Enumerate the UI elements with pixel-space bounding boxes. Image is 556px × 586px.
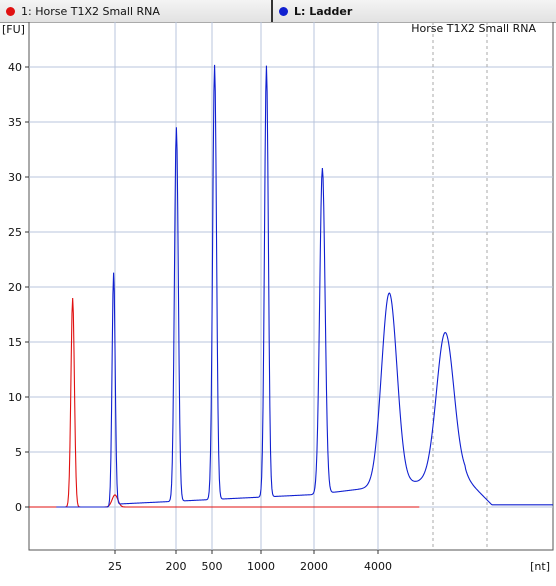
tab-sample[interactable]: 1: Horse T1X2 Small RNA xyxy=(0,0,270,22)
y-ticks: 0 5 10 15 20 25 30 35 40 xyxy=(8,61,29,514)
y-tick-label: 35 xyxy=(8,116,22,129)
y-tick-label: 25 xyxy=(8,226,22,239)
tab-ladder-label: L: Ladder xyxy=(294,4,353,18)
y-tick-label: 5 xyxy=(15,446,22,459)
x-tick-label: 2000 xyxy=(300,560,328,573)
x-tick-label: 4000 xyxy=(364,560,392,573)
y-tick-label: 15 xyxy=(8,336,22,349)
x-tick-label: 200 xyxy=(166,560,187,573)
grid-lines xyxy=(29,22,553,550)
y-tick-label: 0 xyxy=(15,501,22,514)
sample-color-dot xyxy=(6,6,15,16)
series-traces xyxy=(29,64,553,508)
x-tick-label: 25 xyxy=(108,560,122,573)
tab-separator xyxy=(271,0,273,22)
y-tick-label: 30 xyxy=(8,171,22,184)
x-tick-label: 500 xyxy=(202,560,223,573)
ladder-color-dot xyxy=(279,6,288,16)
electropherogram-chart: 0 5 10 15 20 25 30 35 40 25 200 500 1000 2000 4000 [F… xyxy=(2,22,554,573)
chart-title: Horse T1X2 Small RNA xyxy=(411,22,536,35)
series-line-ladder xyxy=(56,64,553,508)
x-axis-label: [nt] xyxy=(530,560,550,573)
tab-ladder[interactable]: L: Ladder xyxy=(273,0,556,22)
plot-area xyxy=(28,22,554,551)
y-tick-label: 40 xyxy=(8,61,22,74)
y-tick-label: 20 xyxy=(8,281,22,294)
y-tick-label: 10 xyxy=(8,391,22,404)
y-axis-label: [FU] xyxy=(2,23,25,36)
tab-sample-label: 1: Horse T1X2 Small RNA xyxy=(21,4,160,18)
tab-bar: 1: Horse T1X2 Small RNA L: Ladder xyxy=(0,0,556,23)
x-tick-label: 1000 xyxy=(247,560,275,573)
x-ticks: 25 200 500 1000 2000 4000 xyxy=(108,550,392,573)
